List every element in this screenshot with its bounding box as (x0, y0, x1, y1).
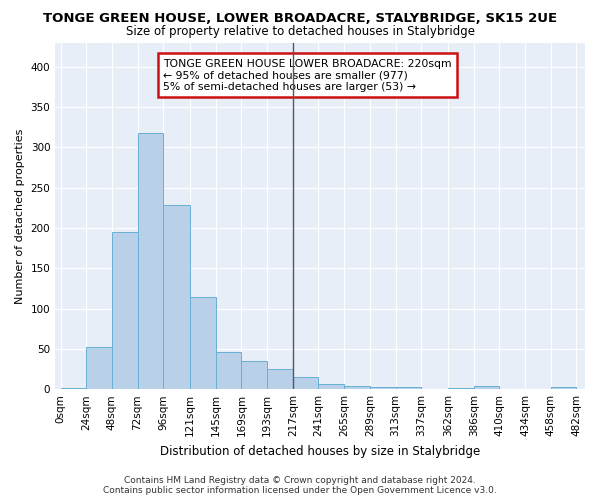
Bar (216, 352, 241, 389)
Bar (61, 388, 86, 389)
Text: TONGE GREEN HOUSE LOWER BROADACRE: 220sqm
← 95% of detached houses are smaller (: TONGE GREEN HOUSE LOWER BROADACRE: 220sq… (163, 58, 452, 92)
Bar (267, 369, 293, 389)
Bar (293, 377, 319, 389)
Bar (137, 133, 163, 389)
Bar (344, 386, 370, 389)
X-axis label: Distribution of detached houses by size in Stalybridge: Distribution of detached houses by size … (160, 444, 480, 458)
Text: Contains HM Land Registry data © Crown copyright and database right 2024.
Contai: Contains HM Land Registry data © Crown c… (103, 476, 497, 495)
Bar (395, 387, 421, 389)
Bar (86, 348, 112, 389)
Bar (112, 232, 137, 389)
Text: TONGE GREEN HOUSE, LOWER BROADACRE, STALYBRIDGE, SK15 2UE: TONGE GREEN HOUSE, LOWER BROADACRE, STAL… (43, 12, 557, 26)
Y-axis label: Number of detached properties: Number of detached properties (15, 128, 25, 304)
Bar (448, 388, 473, 389)
Bar (190, 298, 216, 389)
Bar (370, 387, 395, 389)
Text: Size of property relative to detached houses in Stalybridge: Size of property relative to detached ho… (125, 25, 475, 38)
Bar (241, 361, 267, 389)
Bar (163, 206, 190, 389)
Bar (319, 384, 344, 389)
Bar (473, 386, 499, 389)
Bar (551, 387, 577, 389)
